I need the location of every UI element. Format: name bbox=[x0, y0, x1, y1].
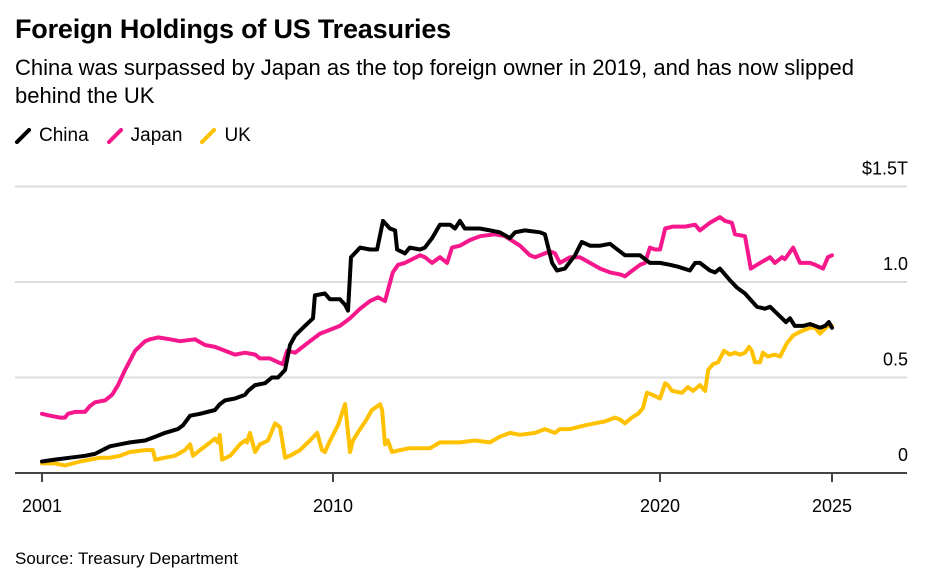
y-tick-label: 0.5 bbox=[883, 350, 908, 370]
y-tick-label: 1.0 bbox=[883, 254, 908, 274]
y-axis: 0 0.5 1.0 $1.5T bbox=[862, 159, 908, 466]
legend-swatch-japan bbox=[106, 128, 123, 144]
legend-item-china: China bbox=[15, 125, 89, 147]
series-lines bbox=[40, 215, 834, 468]
legend-label-uk: UK bbox=[224, 125, 251, 146]
series-line-uk bbox=[40, 323, 834, 468]
legend: China Japan UK bbox=[15, 125, 269, 147]
legend-line-china bbox=[15, 128, 31, 144]
x-tick-label: 2001 bbox=[22, 496, 62, 516]
x-tick-label: 2020 bbox=[640, 496, 680, 516]
y-tick-label: 0 bbox=[898, 445, 908, 465]
legend-label-china: China bbox=[39, 125, 89, 146]
chart-title: Foreign Holdings of US Treasuries bbox=[15, 14, 451, 44]
legend-item-japan: Japan bbox=[106, 125, 183, 147]
legend-swatch-uk bbox=[200, 128, 217, 144]
y-tick-label: $1.5T bbox=[862, 159, 908, 179]
source-note: Source: Treasury Department bbox=[15, 549, 238, 568]
gridlines bbox=[15, 185, 907, 379]
legend-line-uk bbox=[200, 128, 217, 144]
series-line-japan bbox=[40, 215, 834, 420]
x-axis: 2001 2010 2020 2025 bbox=[15, 472, 907, 516]
series-line-china bbox=[40, 218, 834, 464]
x-tick-label: 2025 bbox=[812, 496, 852, 516]
legend-line-japan bbox=[106, 128, 123, 144]
legend-item-uk: UK bbox=[200, 125, 251, 147]
chart-subtitle: China was surpassed by Japan as the top … bbox=[15, 55, 854, 108]
legend-label-japan: Japan bbox=[130, 125, 183, 146]
legend-swatch-china bbox=[15, 128, 31, 144]
x-tick-label: 2010 bbox=[313, 496, 353, 516]
